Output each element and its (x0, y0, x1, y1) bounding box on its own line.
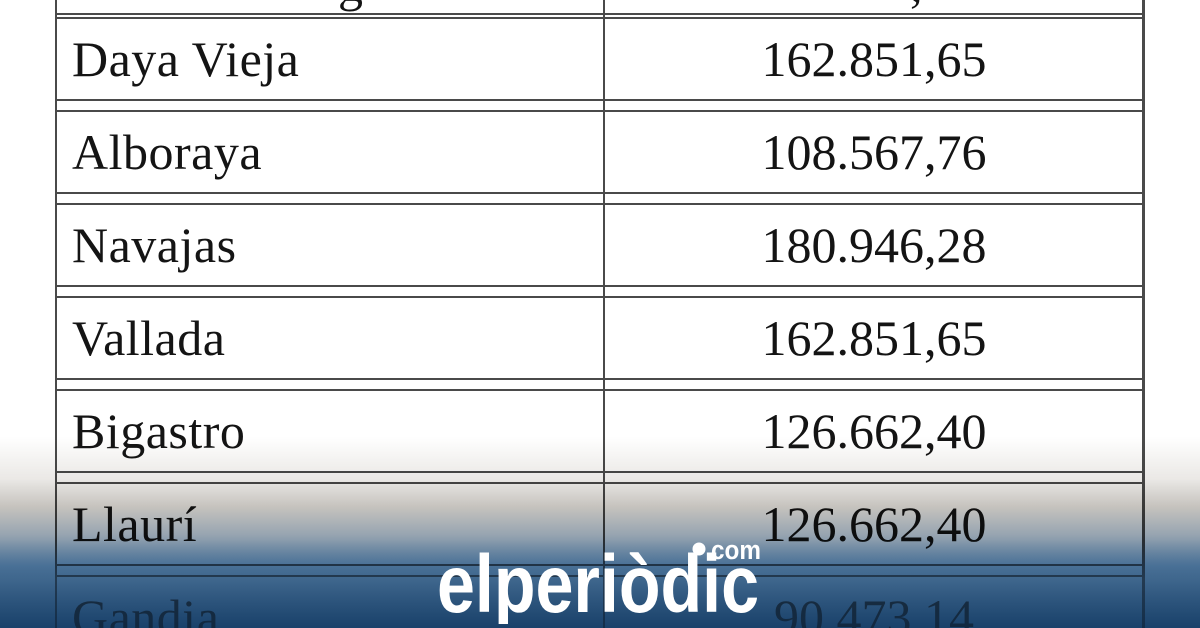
table-left-border (55, 0, 57, 628)
elperiodic-watermark: elperiòdic com (437, 532, 767, 628)
amount-cell: 108.567,76 (761, 124, 987, 180)
table-column-divider (603, 0, 605, 628)
clipped-text-fragment-right: , (910, 0, 923, 9)
amount-cell: 162.851,65 (761, 31, 987, 87)
table-right-border (1142, 0, 1145, 628)
municipality-cell: Bigastro (72, 403, 246, 459)
table-row: Alboraya 108.567,76 (55, 110, 1145, 194)
municipality-cell: Alboraya (72, 124, 263, 180)
watermark-dot-icon (692, 542, 706, 556)
table-row: Bigastro 126.662,40 (55, 389, 1145, 473)
municipality-cell: Vallada (72, 310, 226, 366)
table-row: Daya Vieja 162.851,65 (55, 17, 1145, 101)
amount-cell: 162.851,65 (761, 310, 987, 366)
municipality-cell: Daya Vieja (72, 31, 300, 87)
table-row: Vallada 162.851,65 (55, 296, 1145, 380)
amount-cell: 180.946,28 (761, 217, 987, 273)
watermark-suffix-text: com (711, 535, 761, 565)
municipality-cell: Navajas (72, 217, 237, 273)
clipped-header-row: g , (55, 0, 1145, 15)
clipped-text-fragment-left: g (338, 0, 363, 9)
amount-cell: 126.662,40 (761, 403, 987, 459)
table-row: Navajas 180.946,28 (55, 203, 1145, 287)
